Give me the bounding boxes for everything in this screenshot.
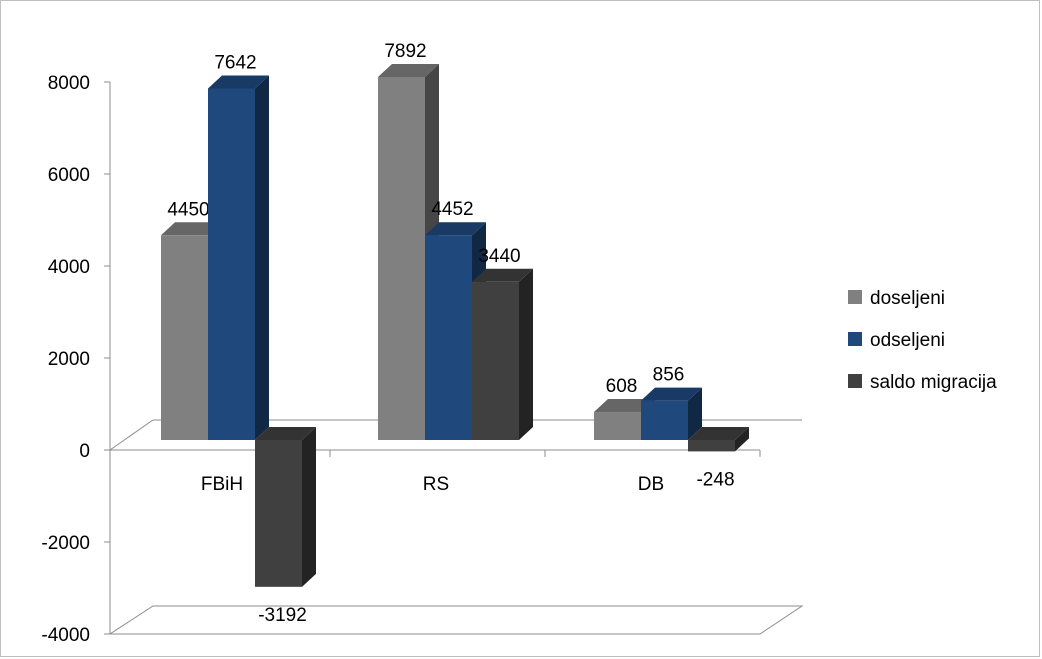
chart-floor-plane: [108, 605, 804, 635]
legend-swatch: [848, 332, 862, 346]
bar-doseljeni-FBiH: [161, 235, 208, 440]
x-category-label: DB: [638, 474, 664, 495]
bar-side-saldo-migracija-DB: [735, 427, 749, 452]
bar-top-doseljeni-DB: [594, 399, 655, 413]
y-tick-label: 4000: [48, 257, 90, 278]
bar-top-doseljeni-RS: [378, 63, 439, 77]
bar-top-saldo-migracija-FBiH: [255, 427, 316, 440]
legend-label: odseljeni: [870, 330, 945, 351]
legend-label: doseljeni: [870, 288, 945, 309]
data-label: 4452: [431, 199, 473, 220]
legend-swatch: [848, 290, 862, 304]
zero-side-line: [109, 419, 154, 451]
data-label: 7642: [214, 52, 256, 73]
x-category-label: FBiH: [201, 474, 243, 495]
data-label: 4450: [167, 199, 209, 220]
bar-saldo-migracija-DB: [688, 440, 735, 452]
data-label: -248: [696, 469, 734, 490]
data-label: 608: [606, 376, 638, 397]
bar-saldo-migracija-RS: [472, 281, 519, 440]
data-label: 856: [653, 365, 685, 386]
y-tick-label: -4000: [41, 625, 90, 646]
bar-top-odseljeni-RS: [425, 222, 486, 236]
bar-side-odseljeni-FBiH: [255, 75, 269, 440]
y-tick-label: 8000: [48, 73, 90, 94]
data-label: -3192: [258, 605, 307, 626]
bar-top-odseljeni-FBiH: [208, 75, 269, 89]
y-tick-label: 2000: [48, 349, 90, 370]
bar-top-doseljeni-FBiH: [161, 222, 222, 236]
legend-swatch: [848, 374, 862, 388]
y-tick-label: 6000: [48, 165, 90, 186]
bar-doseljeni-RS: [378, 76, 425, 440]
legend-label: saldo migracija: [870, 372, 997, 393]
bar-doseljeni-DB: [594, 412, 641, 440]
bar-top-saldo-migracija-RS: [472, 268, 533, 282]
bar-side-saldo-migracija-FBiH: [302, 427, 316, 587]
bar-side-odseljeni-DB: [688, 387, 702, 440]
bar-top-saldo-migracija-DB: [688, 427, 749, 440]
data-label: 7892: [384, 41, 426, 62]
bar-side-saldo-migracija-RS: [519, 268, 533, 440]
data-label: 3440: [478, 246, 520, 267]
y-tick-label: 0: [79, 441, 90, 462]
bar-top-odseljeni-DB: [641, 387, 702, 401]
y-tick-label: -2000: [41, 533, 90, 554]
x-category-label: RS: [423, 474, 449, 495]
bar-odseljeni-RS: [425, 235, 472, 440]
bar-odseljeni-DB: [641, 400, 688, 440]
bar-saldo-migracija-FBiH: [255, 440, 302, 587]
bar-odseljeni-FBiH: [208, 88, 255, 440]
